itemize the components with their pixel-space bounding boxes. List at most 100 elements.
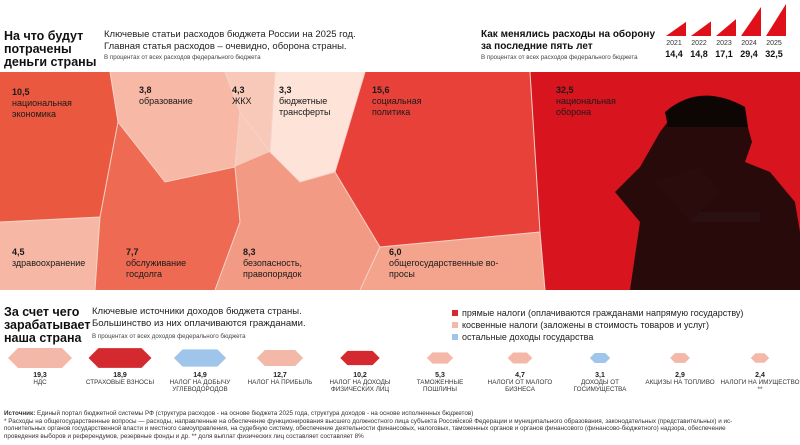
trend-bar-2024 <box>741 7 761 37</box>
income-label-4: НАЛОГ НА ДОХОДЫ ФИЗИЧЕСКИХ ЛИЦ <box>329 379 391 393</box>
label-healthcare-value: 4,5 <box>12 247 25 257</box>
trend-bar-2023 <box>716 19 736 36</box>
income-heading-line-2: зарабатывает <box>4 318 91 332</box>
trend-value-2022: 14,8 <box>690 49 708 59</box>
label-transfers: 3,3 бюджетные трансферты <box>279 85 330 118</box>
footer: Источник: Единый портал бюджетной систем… <box>4 410 796 440</box>
income-item-0: 19,3 НДС <box>0 372 80 386</box>
income-shape-0 <box>8 348 72 368</box>
label-security: 8,3 безопасность, правопорядок <box>243 247 302 280</box>
label-housing: 4,3 ЖКХ <box>232 85 252 107</box>
label-national-economy: 10,5 национальная экономика <box>12 87 72 120</box>
income-label-6: НАЛОГИ ОТ МАЛОГО БИЗНЕСА <box>487 379 553 393</box>
label-education-line-1: образование <box>139 96 193 106</box>
income-value-2: 14,9 <box>193 372 207 379</box>
trend-year-2021: 2021 <box>666 40 682 47</box>
income-labels: 19,3 НДС 18,9 СТРАХОВЫЕ ВЗНОСЫ 14,9 НАЛОГ НА … <box>0 372 800 410</box>
income-label-5: ТАМОЖЕННЫЕ ПОШЛИНЫ <box>416 379 464 393</box>
cell-social-policy <box>335 72 540 247</box>
income-item-9: 2,4 НАЛОГИ НА ИМУЩЕСТВО ** <box>720 372 800 393</box>
trend-value-2025: 32,5 <box>765 49 783 59</box>
label-healthcare: 4,5 здравоохранение <box>12 247 85 269</box>
label-security-value: 8,3 <box>243 247 256 257</box>
cell-education <box>110 72 240 182</box>
footer-source-text: Единый портал бюджетной системы РФ (стру… <box>37 410 474 417</box>
income-label-3: НАЛОГ НА ПРИБЫЛЬ <box>247 379 313 386</box>
label-housing-line-1: ЖКХ <box>232 96 252 106</box>
label-general-state-line-1: общегосударственные во- <box>389 258 499 268</box>
defense-trend-bars <box>666 4 786 37</box>
income-value-7: 3,1 <box>595 372 605 379</box>
income-shapes <box>8 348 770 368</box>
defense-trend-title-line-2: за последние пять лет <box>481 41 593 52</box>
label-debt-service-value: 7,7 <box>126 247 139 257</box>
label-national-economy-value: 10,5 <box>12 87 30 97</box>
trend-year-2025: 2025 <box>766 40 782 47</box>
defense-trend-note: В процентах от всех расходов федеральног… <box>481 54 638 61</box>
spending-intro: Ключевые статьи расходов бюджета России … <box>104 29 356 53</box>
label-social-policy: 15,6 социальная политика <box>372 85 422 118</box>
spending-heading-line-3: деньги страны <box>4 55 97 69</box>
label-social-policy-line-2: политика <box>372 107 411 117</box>
label-debt-service-line-2: госдолга <box>126 269 162 279</box>
cell-national-economy <box>0 72 118 222</box>
footer-note-1: * Расходы на общегосударственные вопросы… <box>4 417 733 425</box>
defense-trend-labels: 2021 2022 2023 2024 2025 14,4 14,8 17,1 … <box>663 40 789 62</box>
income-intro-line-2: Большинство из них оплачиваются граждана… <box>92 318 306 329</box>
income-label-9: НАЛОГИ НА ИМУЩЕСТВО ** <box>720 379 800 393</box>
cell-general-state <box>360 232 545 290</box>
trend-bar-2021 <box>666 21 686 36</box>
income-intro-line-1: Ключевые источники доходов бюджета стран… <box>92 306 302 317</box>
income-label-0: НДС <box>33 379 47 386</box>
income-shape-7 <box>589 353 611 363</box>
label-security-line-2: правопорядок <box>243 269 302 279</box>
label-defense-value: 32,5 <box>556 85 574 95</box>
label-transfers-value: 3,3 <box>279 85 292 95</box>
income-value-8: 2,9 <box>675 372 685 379</box>
legend-indirect-taxes: косвенные налоги (заложены в стоимость т… <box>452 319 743 331</box>
income-value-3: 12,7 <box>273 372 287 379</box>
label-transfers-line-1: бюджетные <box>279 96 328 106</box>
income-shape-5 <box>426 352 454 364</box>
label-defense: 32,5 национальная оборона <box>556 85 616 118</box>
label-national-economy-line-2: экономика <box>12 109 56 119</box>
label-general-state: 6,0 общегосударственные во- просы <box>389 247 498 280</box>
cell-security <box>215 152 380 290</box>
legend-direct-taxes: прямые налоги (оплачиваются гражданами н… <box>452 307 743 319</box>
label-general-state-line-2: просы <box>389 269 415 279</box>
label-security-line-1: безопасность, <box>243 258 303 268</box>
income-intro: Ключевые источники доходов бюджета стран… <box>92 306 306 330</box>
income-shape-6 <box>507 352 533 364</box>
label-social-policy-value: 15,6 <box>372 85 390 95</box>
legend-indirect-swatch <box>452 322 458 328</box>
defense-trend-title: Как менялись расходы на оборону за после… <box>481 29 655 53</box>
income-value-6: 4,7 <box>515 372 525 379</box>
cell-transfers <box>270 72 365 182</box>
footer-source-label: Источник: <box>4 410 36 417</box>
spending-note: В процентах от всех расходов федеральног… <box>104 54 261 61</box>
income-item-1: 18,9 СТРАХОВЫЕ ВЗНОСЫ <box>80 372 160 386</box>
income-heading-line-1: За счет чего <box>4 305 80 319</box>
income-item-7: 3,1 ДОХОДЫ ОТ ГОСИМУЩЕСТВА <box>560 372 640 393</box>
label-housing-value: 4,3 <box>232 85 245 95</box>
defense-trend-title-line-1: Как менялись расходы на оборону <box>481 29 656 40</box>
legend-direct-swatch <box>452 310 458 316</box>
cell-debt-service <box>95 122 240 290</box>
income-item-2: 14,9 НАЛОГ НА ДОБЫЧУ УГЛЕВОДОРОДОВ <box>160 372 240 393</box>
spending-intro-line-1: Ключевые статьи расходов бюджета России … <box>104 29 356 40</box>
soldier-silhouette <box>615 95 800 290</box>
income-label-2: НАЛОГ НА ДОБЫЧУ УГЛЕВОДОРОДОВ <box>169 379 231 393</box>
income-item-5: 5,3 ТАМОЖЕННЫЕ ПОШЛИНЫ <box>400 372 480 393</box>
label-national-economy-line-1: национальная <box>12 98 72 108</box>
footer-note-3: проведения выборов и референдумов, резер… <box>4 432 364 440</box>
label-transfers-line-2: трансферты <box>279 107 331 117</box>
label-education-value: 3,8 <box>139 85 152 95</box>
trend-year-2022: 2022 <box>691 40 707 47</box>
label-education: 3,8 образование <box>139 85 193 107</box>
legend-other-income: остальные доходы государства <box>452 331 743 343</box>
label-defense-line-1: национальная <box>556 96 616 106</box>
income-label-1: СТРАХОВЫЕ ВЗНОСЫ <box>85 379 155 386</box>
income-item-4: 10,2 НАЛОГ НА ДОХОДЫ ФИЗИЧЕСКИХ ЛИЦ <box>320 372 400 393</box>
income-value-1: 18,9 <box>113 372 127 379</box>
trend-value-2023: 17,1 <box>715 49 733 59</box>
